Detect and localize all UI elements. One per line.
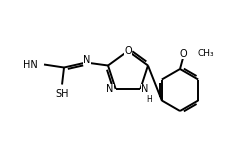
Text: N: N (83, 55, 91, 64)
Text: SH: SH (55, 89, 69, 99)
Text: N: N (106, 84, 114, 94)
Text: CH₃: CH₃ (197, 49, 214, 58)
Text: O: O (124, 46, 132, 56)
Text: HN: HN (23, 60, 38, 69)
Text: H: H (146, 95, 152, 104)
Text: O: O (179, 49, 187, 59)
Text: N: N (141, 84, 149, 94)
